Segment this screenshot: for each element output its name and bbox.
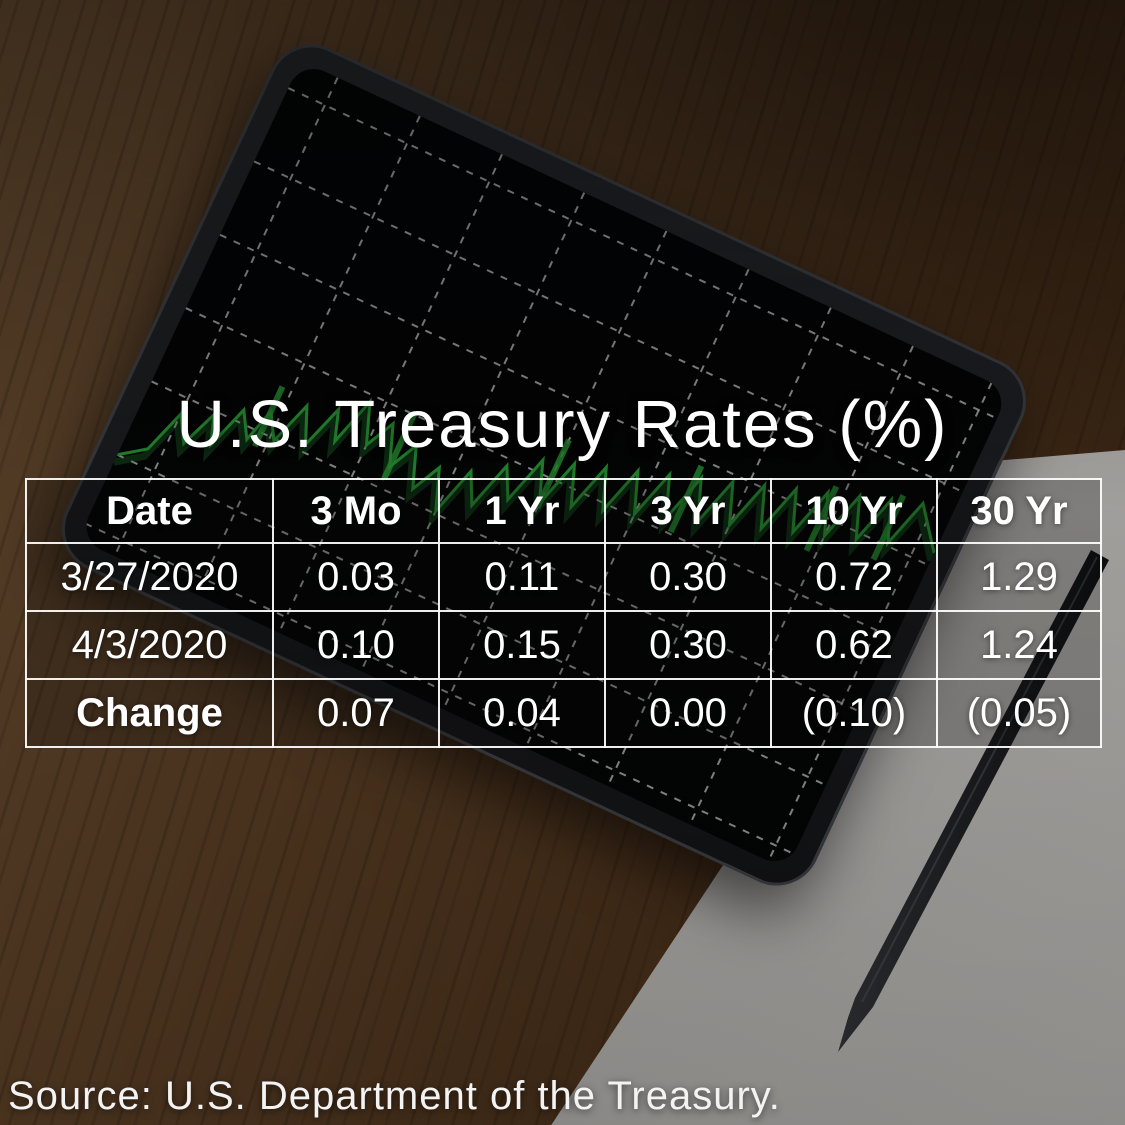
rate-cell: 0.30	[604, 610, 772, 680]
page-title: U.S. Treasury Rates (%)	[176, 387, 949, 462]
column-header-1yr: 1 Yr	[438, 478, 606, 544]
change-label: Change	[25, 678, 274, 748]
date-cell: 3/27/2020	[25, 542, 274, 612]
date-cell: 4/3/2020	[25, 610, 274, 680]
rate-cell: 0.62	[770, 610, 938, 680]
column-header-3yr: 3 Yr	[604, 478, 772, 544]
column-header-3mo: 3 Mo	[272, 478, 440, 544]
change-cell: (0.05)	[936, 678, 1102, 748]
rate-cell: 0.10	[272, 610, 440, 680]
change-cell: 0.04	[438, 678, 606, 748]
rate-cell: 0.15	[438, 610, 606, 680]
rate-cell: 0.03	[272, 542, 440, 612]
column-header-date: Date	[25, 478, 274, 544]
table-header-row: Date 3 Mo 1 Yr 3 Yr 10 Yr 30 Yr	[25, 478, 1102, 544]
column-header-10yr: 10 Yr	[770, 478, 938, 544]
change-cell: (0.10)	[770, 678, 938, 748]
table-row-1: 3/27/2020 0.03 0.11 0.30 0.72 1.29	[25, 542, 1102, 612]
column-header-30yr: 30 Yr	[936, 478, 1102, 544]
rate-cell: 1.29	[936, 542, 1102, 612]
change-cell: 0.07	[272, 678, 440, 748]
rate-cell: 0.30	[604, 542, 772, 612]
table-row-2: 4/3/2020 0.10 0.15 0.30 0.62 1.24	[25, 610, 1102, 680]
source-caption: Source: U.S. Department of the Treasury.	[8, 1074, 781, 1118]
change-row: Change 0.07 0.04 0.00 (0.10) (0.05)	[25, 678, 1102, 748]
change-cell: 0.00	[604, 678, 772, 748]
rates-table: Date 3 Mo 1 Yr 3 Yr 10 Yr 30 Yr 3/27/202…	[25, 478, 1102, 748]
rate-cell: 1.24	[936, 610, 1102, 680]
rate-cell: 0.72	[770, 542, 938, 612]
rate-cell: 0.11	[438, 542, 606, 612]
